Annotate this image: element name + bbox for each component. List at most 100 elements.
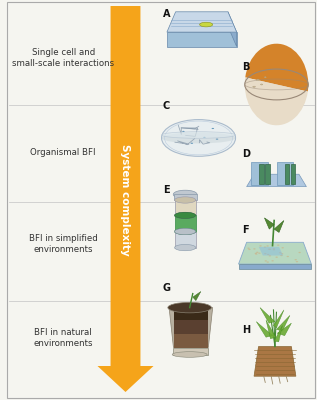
Ellipse shape	[273, 248, 275, 249]
Ellipse shape	[256, 252, 258, 253]
Text: A: A	[163, 9, 170, 19]
Polygon shape	[238, 242, 311, 264]
Ellipse shape	[261, 84, 263, 85]
Polygon shape	[173, 348, 208, 354]
Ellipse shape	[182, 131, 185, 132]
Ellipse shape	[173, 190, 197, 198]
Ellipse shape	[268, 248, 270, 250]
FancyBboxPatch shape	[259, 164, 264, 184]
Polygon shape	[274, 220, 284, 232]
Ellipse shape	[294, 259, 297, 260]
Ellipse shape	[255, 253, 257, 255]
FancyBboxPatch shape	[251, 162, 268, 186]
Text: BFI in natural
environments: BFI in natural environments	[34, 328, 93, 348]
Ellipse shape	[271, 260, 274, 262]
Ellipse shape	[258, 252, 261, 254]
FancyBboxPatch shape	[174, 320, 208, 334]
FancyBboxPatch shape	[291, 164, 295, 184]
Ellipse shape	[287, 256, 289, 257]
Ellipse shape	[259, 245, 262, 246]
Polygon shape	[228, 12, 237, 47]
Polygon shape	[274, 326, 282, 342]
Polygon shape	[264, 218, 274, 229]
FancyBboxPatch shape	[276, 162, 293, 186]
Ellipse shape	[200, 22, 213, 27]
Ellipse shape	[175, 212, 196, 218]
Text: Single cell and
small-scale interactions: Single cell and small-scale interactions	[12, 48, 114, 68]
Ellipse shape	[256, 79, 259, 81]
FancyBboxPatch shape	[174, 334, 208, 348]
Ellipse shape	[268, 255, 271, 256]
Ellipse shape	[264, 77, 266, 78]
Polygon shape	[266, 320, 276, 339]
Ellipse shape	[273, 249, 275, 250]
Ellipse shape	[175, 244, 196, 251]
Text: Organismal BFI: Organismal BFI	[30, 148, 96, 157]
Text: E: E	[163, 185, 170, 195]
Text: C: C	[163, 101, 170, 111]
FancyBboxPatch shape	[174, 308, 208, 320]
Polygon shape	[167, 32, 237, 47]
Ellipse shape	[162, 132, 236, 138]
Ellipse shape	[280, 255, 283, 256]
Ellipse shape	[175, 228, 196, 235]
FancyBboxPatch shape	[285, 164, 289, 184]
Text: System complexity: System complexity	[120, 144, 131, 256]
Ellipse shape	[264, 253, 267, 254]
Text: BFI in simplified
environments: BFI in simplified environments	[29, 234, 98, 254]
Ellipse shape	[298, 252, 301, 253]
Polygon shape	[274, 310, 284, 328]
Ellipse shape	[247, 248, 250, 249]
Ellipse shape	[175, 212, 196, 218]
Wedge shape	[245, 44, 308, 92]
Ellipse shape	[264, 246, 266, 248]
Ellipse shape	[244, 81, 309, 92]
Text: G: G	[163, 283, 171, 293]
Polygon shape	[260, 308, 275, 323]
Polygon shape	[277, 323, 291, 336]
Ellipse shape	[191, 143, 193, 144]
Polygon shape	[254, 346, 296, 376]
Ellipse shape	[265, 260, 267, 262]
FancyBboxPatch shape	[175, 232, 196, 248]
Ellipse shape	[255, 253, 257, 254]
Polygon shape	[276, 315, 290, 331]
Ellipse shape	[175, 197, 196, 203]
Ellipse shape	[275, 256, 278, 258]
Polygon shape	[256, 322, 273, 337]
Ellipse shape	[253, 248, 256, 250]
Text: D: D	[242, 149, 250, 159]
Polygon shape	[167, 12, 237, 32]
Ellipse shape	[216, 138, 218, 140]
Text: F: F	[242, 225, 249, 235]
Polygon shape	[193, 292, 201, 301]
Ellipse shape	[172, 352, 207, 357]
Ellipse shape	[266, 245, 269, 247]
Ellipse shape	[269, 249, 271, 250]
Ellipse shape	[281, 247, 284, 248]
Polygon shape	[247, 174, 307, 187]
Ellipse shape	[248, 249, 251, 250]
Ellipse shape	[267, 254, 269, 255]
Ellipse shape	[277, 244, 280, 246]
FancyBboxPatch shape	[175, 215, 196, 232]
Ellipse shape	[211, 128, 214, 129]
Ellipse shape	[253, 86, 256, 87]
Text: H: H	[242, 325, 250, 335]
Ellipse shape	[175, 228, 196, 235]
Polygon shape	[238, 264, 311, 269]
FancyBboxPatch shape	[265, 164, 270, 184]
Ellipse shape	[279, 252, 281, 254]
Ellipse shape	[296, 261, 298, 262]
Ellipse shape	[267, 262, 269, 263]
FancyBboxPatch shape	[175, 200, 196, 215]
FancyBboxPatch shape	[173, 194, 197, 200]
Polygon shape	[169, 308, 213, 348]
Ellipse shape	[162, 120, 236, 156]
Ellipse shape	[168, 302, 211, 313]
Wedge shape	[245, 77, 308, 125]
Text: B: B	[242, 62, 250, 72]
Polygon shape	[97, 6, 153, 392]
Polygon shape	[259, 247, 283, 256]
Ellipse shape	[203, 137, 206, 138]
